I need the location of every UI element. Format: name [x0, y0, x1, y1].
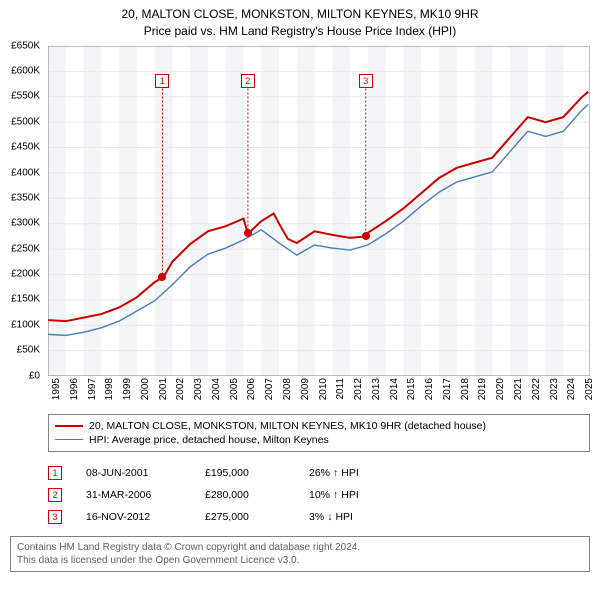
x-tick-label: 2001 — [158, 378, 169, 400]
x-tick-label: 1997 — [87, 378, 98, 400]
y-tick-label: £100K — [11, 319, 40, 330]
x-tick-label: 2010 — [318, 378, 329, 400]
event-delta: 3%↓HPI — [309, 511, 389, 523]
x-tick-label: 1999 — [122, 378, 133, 400]
x-tick-label: 2009 — [300, 378, 311, 400]
arrow-icon: ↓ — [327, 511, 332, 523]
legend-row: HPI: Average price, detached house, Milt… — [55, 433, 583, 447]
legend-label: 20, MALTON CLOSE, MONKSTON, MILTON KEYNE… — [89, 420, 486, 432]
x-tick-label: 2017 — [442, 378, 453, 400]
x-tick-label: 2018 — [460, 378, 471, 400]
x-tick-label: 2015 — [406, 378, 417, 400]
event-delta: 10%↑HPI — [309, 489, 389, 501]
x-tick-label: 2007 — [264, 378, 275, 400]
y-tick-label: £300K — [11, 218, 40, 229]
x-tick-label: 2024 — [566, 378, 577, 400]
x-tick-label: 2025 — [584, 378, 595, 400]
x-tick-label: 1995 — [51, 378, 62, 400]
legend-swatch — [55, 439, 83, 440]
event-delta: 26%↑HPI — [309, 467, 389, 479]
x-tick-label: 2003 — [193, 378, 204, 400]
plot-area: 1 2 3 — [48, 46, 590, 376]
x-tick-label: 2016 — [424, 378, 435, 400]
arrow-icon: ↑ — [333, 489, 338, 501]
x-tick-label: 2020 — [495, 378, 506, 400]
x-tick-label: 2000 — [140, 378, 151, 400]
sale-marker-box: 1 — [155, 74, 169, 88]
event-date: 31-MAR-2006 — [86, 489, 181, 501]
y-tick-label: £400K — [11, 167, 40, 178]
sale-marker-box: 2 — [241, 74, 255, 88]
chart-area: £0£50K£100K£150K£200K£250K£300K£350K£400… — [48, 46, 590, 406]
event-marker: 2 — [48, 488, 62, 502]
sale-marker-dot — [362, 232, 370, 240]
events-table: 1 08-JUN-2001 £195,000 26%↑HPI 2 31-MAR-2006 £… — [48, 462, 590, 528]
y-axis: £0£50K£100K£150K£200K£250K£300K£350K£400… — [0, 46, 44, 376]
event-date: 16-NOV-2012 — [86, 511, 181, 523]
y-tick-label: £50K — [17, 345, 40, 356]
sale-marker-box: 3 — [359, 74, 373, 88]
x-tick-label: 2012 — [353, 378, 364, 400]
event-row: 1 08-JUN-2001 £195,000 26%↑HPI — [48, 462, 590, 484]
event-price: £280,000 — [205, 489, 285, 501]
sale-marker-dot — [244, 229, 252, 237]
event-date: 08-JUN-2001 — [86, 467, 181, 479]
event-row: 3 16-NOV-2012 £275,000 3%↓HPI — [48, 506, 590, 528]
y-tick-label: £350K — [11, 192, 40, 203]
y-tick-label: £600K — [11, 65, 40, 76]
arrow-icon: ↑ — [333, 467, 338, 479]
x-tick-label: 2022 — [531, 378, 542, 400]
sale-marker-dot — [158, 273, 166, 281]
y-tick-label: £550K — [11, 91, 40, 102]
footer-line-1: Contains HM Land Registry data © Crown c… — [17, 541, 583, 554]
event-marker: 1 — [48, 466, 62, 480]
x-tick-label: 2008 — [282, 378, 293, 400]
x-tick-label: 2023 — [549, 378, 560, 400]
chart-container: 20, MALTON CLOSE, MONKSTON, MILTON KEYNE… — [0, 0, 600, 590]
event-row: 2 31-MAR-2006 £280,000 10%↑HPI — [48, 484, 590, 506]
y-tick-label: £650K — [11, 40, 40, 51]
y-tick-label: £500K — [11, 116, 40, 127]
x-tick-label: 2002 — [175, 378, 186, 400]
footer: Contains HM Land Registry data © Crown c… — [10, 536, 590, 572]
event-price: £195,000 — [205, 467, 285, 479]
y-tick-label: £250K — [11, 243, 40, 254]
event-price: £275,000 — [205, 511, 285, 523]
legend-label: HPI: Average price, detached house, Milt… — [89, 434, 329, 446]
y-tick-label: £150K — [11, 294, 40, 305]
y-tick-label: £200K — [11, 269, 40, 280]
x-tick-label: 1998 — [104, 378, 115, 400]
event-marker: 3 — [48, 510, 62, 524]
title-block: 20, MALTON CLOSE, MONKSTON, MILTON KEYNE… — [0, 0, 600, 42]
y-tick-label: £0 — [29, 370, 40, 381]
x-tick-label: 2011 — [335, 378, 346, 400]
x-tick-label: 2019 — [477, 378, 488, 400]
x-tick-label: 2021 — [513, 378, 524, 400]
x-tick-label: 1996 — [69, 378, 80, 400]
legend-swatch — [55, 425, 83, 427]
y-tick-label: £450K — [11, 142, 40, 153]
plot-svg — [48, 46, 590, 376]
footer-line-2: This data is licensed under the Open Gov… — [17, 554, 583, 567]
x-axis: 1995 1996 1997 1998 1999 2000 2001 2002 2003 2004… — [48, 376, 590, 406]
title-line-2: Price paid vs. HM Land Registry's House … — [0, 23, 600, 40]
x-tick-label: 2006 — [246, 378, 257, 400]
legend-row: 20, MALTON CLOSE, MONKSTON, MILTON KEYNE… — [55, 419, 583, 433]
x-tick-label: 2004 — [211, 378, 222, 400]
legend: 20, MALTON CLOSE, MONKSTON, MILTON KEYNE… — [48, 414, 590, 452]
x-tick-label: 2014 — [389, 378, 400, 400]
x-tick-label: 2013 — [371, 378, 382, 400]
x-tick-label: 2005 — [229, 378, 240, 400]
title-line-1: 20, MALTON CLOSE, MONKSTON, MILTON KEYNE… — [0, 6, 600, 23]
